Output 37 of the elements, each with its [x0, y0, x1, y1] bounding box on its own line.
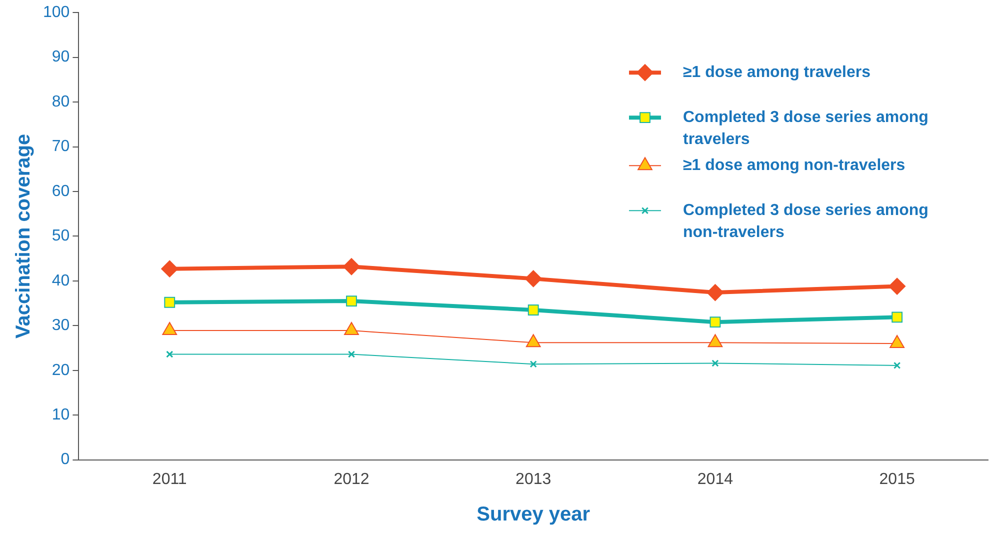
point: [530, 360, 537, 368]
point: [342, 258, 360, 276]
point: [348, 350, 356, 358]
y-tick-label: 20: [52, 362, 70, 379]
legend-label: ≥1 dose among non-travelers: [683, 157, 906, 174]
point: [888, 278, 906, 295]
y-tick-label: 50: [52, 228, 70, 245]
y-tick-label: 100: [42, 4, 70, 22]
y-axis-title: Vaccination coverage: [12, 134, 35, 338]
point: [161, 260, 178, 278]
y-tick-label: 80: [52, 93, 70, 110]
y-tick-label: 70: [52, 138, 70, 156]
point: [893, 362, 901, 370]
point: [164, 296, 176, 308]
x-tick-label: 2013: [516, 470, 552, 488]
point: [524, 270, 542, 288]
point: [706, 284, 724, 302]
x-tick-label: 2011: [152, 470, 187, 488]
point: [166, 350, 174, 358]
x-axis-title: Survey year: [476, 504, 590, 526]
point: [710, 316, 721, 328]
y-tick-label: 40: [52, 272, 70, 290]
y-tick-label: 60: [52, 182, 70, 200]
legend-label: Completed 3 dose series among travelers: [683, 109, 928, 148]
y-tick-label: 30: [52, 317, 70, 334]
y-tick-label: 0: [60, 451, 70, 468]
point: [346, 296, 357, 306]
legend-label: ≥1 dose among travelers: [683, 64, 871, 82]
x-tick-label: 2015: [879, 470, 915, 488]
point: [892, 312, 903, 323]
legend-label: Completed 3 dose series among non-travelers: [683, 202, 928, 242]
y-tick-label: 10: [52, 406, 70, 424]
x-tick-label: 2012: [334, 470, 370, 488]
point: [528, 304, 539, 316]
y-tick-label: 90: [52, 48, 70, 66]
point: [712, 360, 719, 367]
x-tick-label: 2014: [697, 470, 734, 488]
